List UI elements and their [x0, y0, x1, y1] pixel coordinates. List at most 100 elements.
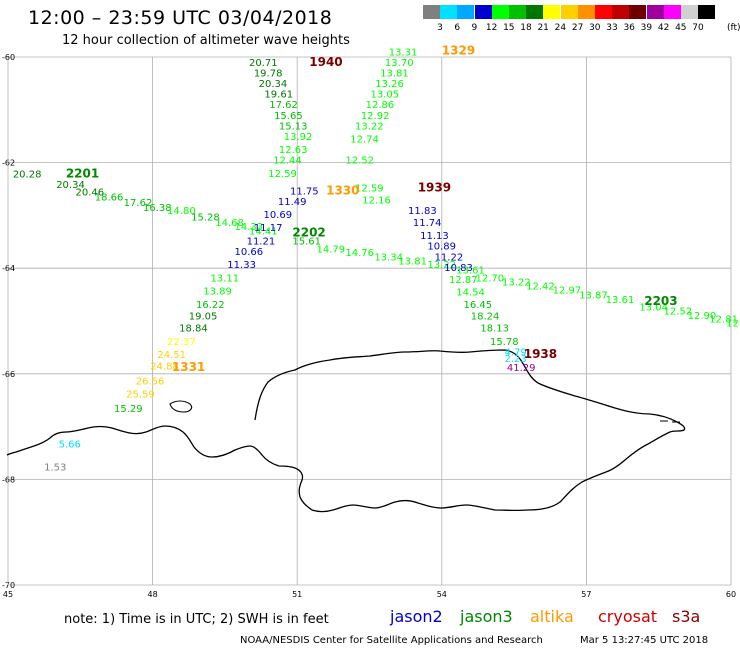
wave-height-value: 13.81: [380, 69, 409, 80]
satellite-altika: altika: [530, 607, 574, 626]
wave-height-value: 14.33: [235, 222, 264, 233]
wave-height-value: 15.28: [191, 213, 220, 224]
wave-height-value: 13.22: [427, 260, 456, 271]
legend-swatch: [423, 5, 440, 19]
legend-swatch: [629, 5, 647, 19]
pass-time-label: 1940: [309, 55, 342, 69]
wave-height-value: 15.65: [274, 111, 303, 122]
legend-swatch: [491, 5, 509, 19]
wave-height-value: 12.44: [273, 156, 302, 167]
wave-height-value: 1.53: [44, 462, 66, 473]
wave-height-value: 12.81: [709, 315, 738, 326]
wave-height-value: 16.45: [463, 300, 492, 311]
longitude-label: 48: [148, 590, 158, 599]
wave-height-value: 12.42: [526, 281, 555, 292]
wave-height-value: 16.38: [143, 203, 172, 214]
wave-height-value: 20.34: [56, 180, 85, 191]
pass-time-label: 2203: [644, 294, 677, 308]
wave-height-value: 13.31: [389, 47, 418, 58]
pass-time-label: 1331: [172, 360, 205, 374]
pass-time-label: 1329: [442, 43, 475, 57]
wave-height-value: 12.86: [366, 100, 395, 111]
wave-height-value: 12.59: [268, 169, 297, 180]
wave-height-value: 11.17: [254, 223, 283, 234]
footnote: note: 1) Time is in UTC; 2) SWH is in fe…: [64, 612, 329, 627]
wave-height-value: 10.83: [444, 263, 473, 274]
legend-swatch: [560, 5, 578, 19]
wave-height-value: 2.23: [504, 354, 526, 365]
wave-height-value: 10.66: [235, 247, 264, 258]
wave-height-value: 18.13: [480, 324, 509, 335]
satellite-jason3: jason3: [460, 607, 513, 626]
legend-label: 27: [571, 23, 584, 33]
wave-height-value: 14.54: [456, 288, 485, 299]
wave-height-value: 12.90: [688, 311, 717, 322]
pass-time-labels: 1940 1329 2201 1330 1939 2202 2203 1331 1938: [66, 43, 678, 374]
wave-height-value: 15.29: [114, 404, 143, 415]
wave-height-value: 13.81: [398, 257, 427, 268]
legend-swatch: [474, 5, 492, 19]
legend-swatch: [612, 5, 630, 19]
wave-height-value: 16.22: [196, 300, 225, 311]
wave-height-value: 12.70: [476, 273, 505, 284]
legend-label: 18: [520, 23, 532, 33]
longitude-label: 45: [3, 590, 13, 599]
wave-height-value: 14.79: [316, 244, 345, 255]
credit-line: NOAA/NESDIS Center for Satellite Applica…: [240, 635, 543, 646]
wave-height-value: 11.21: [247, 236, 276, 247]
wave-height-value: 14.68: [215, 218, 244, 229]
wave-height-value: 13.22: [502, 278, 531, 289]
wave-height-value: 13.34: [374, 252, 403, 263]
wave-height-observations: 20.7119.7820.3419.6117.6215.6515.1313.92…: [13, 47, 740, 473]
legend-swatch: [698, 5, 716, 19]
page-subtitle: 12 hour collection of altimeter wave hei…: [62, 33, 350, 48]
latitude-label: -62: [2, 159, 15, 168]
legend-label: 21: [537, 23, 549, 33]
wave-height-value: 20.71: [249, 58, 278, 69]
legend-swatch: [681, 5, 698, 19]
legend-label: 9: [471, 23, 478, 33]
legend-label: 30: [589, 23, 601, 33]
longitude-label: 51: [292, 590, 302, 599]
legend-label: 6: [454, 23, 461, 33]
legend-swatch: [595, 5, 612, 19]
wave-height-value: 18.66: [95, 193, 124, 204]
wave-height-value: 11.74: [413, 218, 442, 229]
longitude-label: 60: [726, 590, 736, 599]
wave-height-value: 15.61: [292, 236, 321, 247]
wave-height-value: 20.28: [13, 169, 42, 180]
legend-label: 36: [623, 23, 635, 33]
satellite-cryosat: cryosat: [598, 607, 658, 626]
wave-height-value: 19.61: [264, 90, 293, 101]
pass-time-label: 2201: [66, 166, 99, 180]
wave-height-value: 14.76: [345, 248, 374, 259]
legend-swatch: [526, 5, 544, 19]
legend-swatch: [577, 5, 595, 19]
antarctic-coastline: [6, 349, 686, 513]
ice-shelf-edge: [660, 420, 680, 423]
wave-height-value: 12.74: [350, 135, 379, 146]
wave-height-value: 17.62: [269, 100, 298, 111]
wave-height-value: 12.52: [345, 156, 374, 167]
wave-height-value: 13.61: [456, 265, 485, 276]
legend-swatch: [440, 5, 458, 19]
wave-height-value: 12.87: [449, 275, 478, 286]
wave-height-value: 12.17: [726, 318, 740, 329]
coast-inlet: [169, 400, 193, 413]
pass-time-label: 1330: [326, 183, 359, 197]
wave-height-value: 15.78: [490, 337, 519, 348]
wave-height-value: 20.34: [259, 79, 288, 90]
wave-height-value: 13.89: [203, 287, 232, 298]
wave-height-value: 24.88: [150, 362, 179, 373]
wave-height-value: 12.63: [279, 145, 308, 156]
legend-label: 3: [437, 23, 443, 33]
wave-height-value: 10.69: [263, 210, 292, 221]
wave-height-value: 22.37: [167, 337, 196, 348]
legend-label: 24: [554, 23, 567, 33]
wave-height-value: 13.61: [606, 295, 635, 306]
legend-label: 39: [640, 23, 653, 33]
legend-swatch: [663, 5, 681, 19]
legend-swatch: [543, 5, 561, 19]
